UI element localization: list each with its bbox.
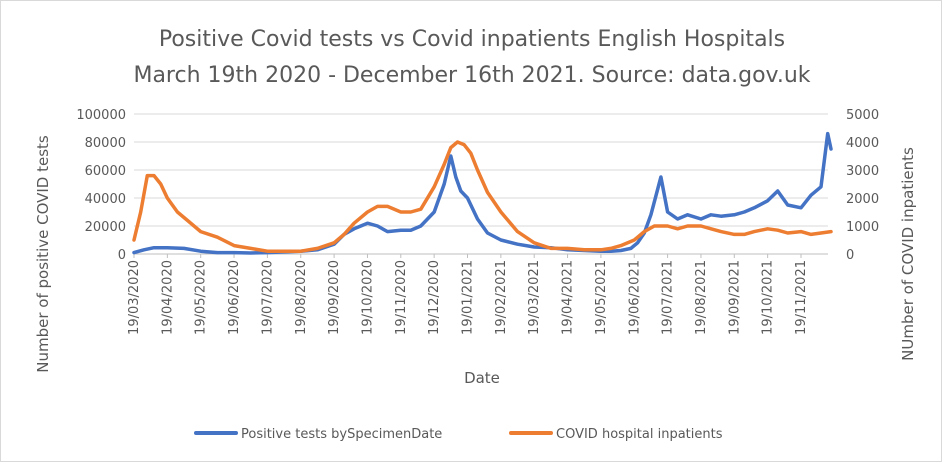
x-tick-label: 19/12/2020 [427, 260, 442, 335]
chart-title: Positive Covid tests vs Covid inpatients… [159, 27, 785, 52]
y-left-tick-label: 100000 [76, 108, 126, 123]
x-tick-label: 19/01/2021 [461, 260, 476, 335]
series-layer [132, 131, 833, 255]
x-tick-label: 19/04/2020 [160, 260, 175, 335]
y-right-tick-label: 4000 [846, 136, 879, 151]
x-tick-label: 19/06/2020 [227, 260, 242, 335]
x-axis-label: Date [464, 369, 500, 387]
x-tick-label: 19/04/2021 [561, 260, 576, 335]
x-tick-label: 19/02/2021 [494, 260, 509, 335]
tick-labels: 0 20000 40000 60000 80000 100000 0 1000 2000 3000… [76, 108, 879, 335]
chart-subtitle: March 19th 2020 - December 16th 2021. So… [133, 63, 810, 88]
x-tick-label: 19/10/2020 [360, 260, 375, 335]
y-right-tick-label: 0 [846, 248, 854, 263]
x-tick-label: 19/03/2021 [527, 260, 542, 335]
x-tick-label: 19/11/2021 [794, 260, 809, 335]
y-axis-left-label: Number of positive COVID tests [34, 135, 52, 373]
x-tick-label: 19/10/2021 [761, 260, 776, 335]
y-left-tick-label: 80000 [85, 136, 126, 151]
x-tick-label: 19/05/2020 [194, 260, 209, 335]
y-right-tick-label: 5000 [846, 108, 879, 123]
x-tick-label: 19/07/2020 [260, 260, 275, 335]
y-left-tick-label: 0 [118, 248, 126, 263]
x-tick-label: 19/05/2021 [594, 260, 609, 335]
y-right-tick-label: 1000 [846, 220, 879, 235]
legend: Positive tests bySpecimenDate COVID hosp… [194, 427, 723, 442]
y-right-tick-label: 2000 [846, 192, 879, 207]
gridlines [134, 113, 828, 227]
y-left-tick-label: 60000 [85, 164, 126, 179]
axes [133, 253, 828, 258]
legend-label-positive-tests: Positive tests bySpecimenDate [241, 427, 442, 442]
x-tick-label: 19/09/2021 [727, 260, 742, 335]
x-tick-label: 19/03/2020 [127, 260, 142, 335]
x-tick-label: 19/08/2021 [694, 260, 709, 335]
y-axis-right-label: NUmber of COVID inpatients [899, 147, 917, 361]
y-right-tick-label: 3000 [846, 164, 879, 179]
series-line-inpatients [132, 140, 833, 253]
x-tick-label: 19/09/2020 [327, 260, 342, 335]
y-left-tick-label: 40000 [85, 192, 126, 207]
x-tick-label: 19/11/2020 [394, 260, 409, 335]
x-tick-label: 19/08/2020 [294, 260, 309, 335]
x-tick-label: 19/07/2021 [661, 260, 676, 335]
legend-label-inpatients: COVID hospital inpatients [556, 427, 723, 442]
y-left-tick-label: 20000 [85, 220, 126, 235]
series-line-positive-tests [132, 131, 833, 255]
x-tick-label: 19/06/2021 [627, 260, 642, 335]
